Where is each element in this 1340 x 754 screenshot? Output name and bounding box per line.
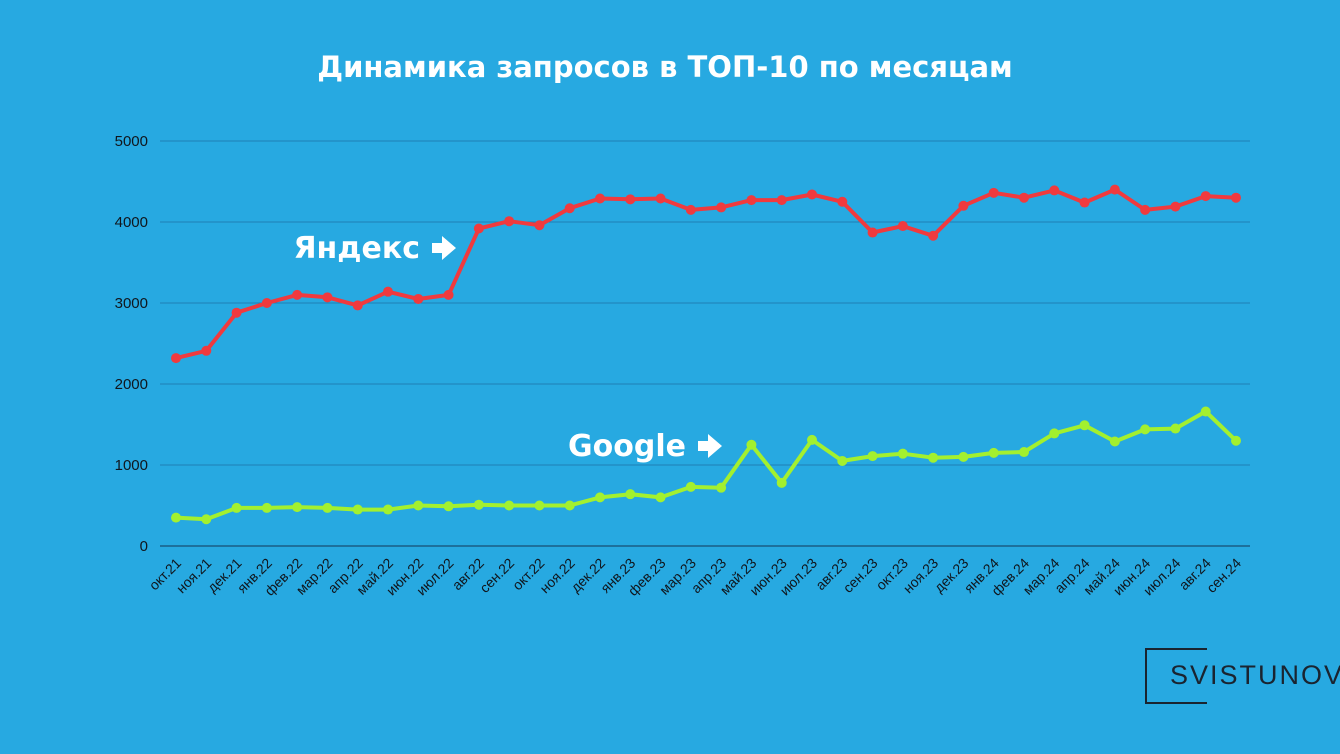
data-point-yandex: [595, 193, 605, 204]
data-point-google: [201, 514, 212, 525]
data-point-google: [1109, 436, 1120, 447]
data-point-yandex: [625, 194, 636, 205]
data-point-yandex: [443, 289, 454, 300]
x-tick-label: сен.24: [1203, 555, 1244, 596]
data-point-yandex: [1200, 191, 1211, 202]
data-point-google: [807, 434, 817, 445]
x-tick-label: сен.22: [476, 555, 517, 596]
data-point-yandex: [383, 286, 393, 297]
data-point-yandex: [807, 189, 817, 200]
data-point-yandex: [261, 298, 272, 308]
series-line-yandex: [174, 187, 1238, 361]
data-point-yandex: [1019, 192, 1029, 203]
data-point-google: [958, 451, 969, 462]
data-point-yandex: [1109, 184, 1120, 195]
data-point-google: [897, 448, 908, 459]
data-point-yandex: [928, 230, 939, 241]
data-point-google: [383, 504, 393, 515]
data-point-yandex: [988, 187, 999, 198]
data-point-google: [564, 500, 575, 511]
data-point-yandex: [1079, 197, 1090, 208]
data-point-google: [1019, 447, 1029, 458]
data-point-google: [231, 502, 242, 513]
data-point-yandex: [534, 220, 545, 231]
y-tick-label: 1000: [115, 457, 148, 474]
data-point-google: [1079, 420, 1090, 431]
data-point-yandex: [958, 200, 969, 211]
data-point-google: [1231, 435, 1241, 446]
data-point-google: [685, 481, 696, 492]
data-point-google: [746, 439, 757, 450]
data-point-google: [171, 512, 181, 523]
data-point-yandex: [897, 221, 908, 232]
data-point-yandex: [1140, 204, 1151, 215]
y-tick-label: 4000: [115, 214, 148, 231]
data-point-google: [837, 455, 848, 466]
data-point-yandex: [867, 227, 878, 238]
x-tick-label: ноя.22: [536, 555, 578, 597]
x-tick-label: сен.23: [840, 555, 881, 596]
data-point-google: [867, 451, 878, 462]
data-point-yandex: [171, 353, 181, 364]
series-line-google: [174, 409, 1238, 522]
arrow-right-icon: [432, 236, 456, 260]
data-point-google: [261, 502, 272, 513]
data-point-google: [625, 489, 636, 500]
data-point-google: [443, 501, 454, 512]
chart-title: Динамика запросов в ТОП-10 по месяцам: [317, 50, 1013, 84]
data-point-yandex: [1170, 201, 1181, 212]
data-point-google: [1170, 423, 1181, 434]
data-point-yandex: [352, 300, 363, 311]
data-point-google: [292, 502, 303, 513]
logo-text: SVISTUNOV: [1170, 660, 1340, 690]
data-point-google: [1200, 406, 1211, 417]
data-point-yandex: [231, 307, 242, 318]
data-point-yandex: [201, 345, 212, 356]
y-tick-label: 2000: [115, 376, 148, 393]
data-point-google: [716, 482, 727, 493]
data-point-yandex: [1049, 185, 1060, 196]
data-point-google: [504, 500, 515, 511]
data-point-yandex: [504, 216, 515, 227]
x-tick-label: ноя.23: [900, 555, 942, 597]
y-tick-label: 3000: [115, 295, 148, 312]
data-point-google: [1140, 424, 1151, 435]
data-point-yandex: [746, 195, 757, 206]
series-label-yandex: Яндекс: [293, 231, 420, 266]
data-point-google: [473, 499, 484, 510]
data-point-yandex: [322, 292, 333, 303]
data-point-yandex: [1231, 192, 1241, 203]
data-point-yandex: [473, 223, 484, 234]
data-point-google: [413, 500, 424, 511]
data-point-google: [655, 492, 666, 503]
data-point-google: [534, 500, 545, 511]
data-point-google: [352, 504, 363, 515]
data-point-google: [322, 502, 333, 513]
data-point-yandex: [716, 202, 727, 213]
data-point-google: [928, 452, 939, 463]
series-label-google: Google: [568, 429, 686, 464]
x-tick-label: ноя.21: [173, 555, 215, 597]
arrow-right-icon: [698, 434, 722, 458]
data-point-google: [1049, 428, 1060, 439]
data-point-yandex: [685, 204, 696, 215]
data-point-yandex: [655, 193, 666, 204]
data-point-yandex: [776, 195, 787, 206]
logo-frame: [1145, 648, 1207, 704]
data-point-yandex: [564, 203, 575, 214]
data-point-google: [988, 447, 999, 458]
y-tick-label: 5000: [115, 133, 148, 150]
data-point-google: [776, 477, 787, 488]
data-point-google: [595, 492, 605, 503]
data-point-yandex: [413, 293, 424, 304]
data-point-yandex: [837, 196, 848, 207]
data-point-yandex: [292, 289, 303, 300]
y-tick-label: 0: [140, 538, 148, 555]
